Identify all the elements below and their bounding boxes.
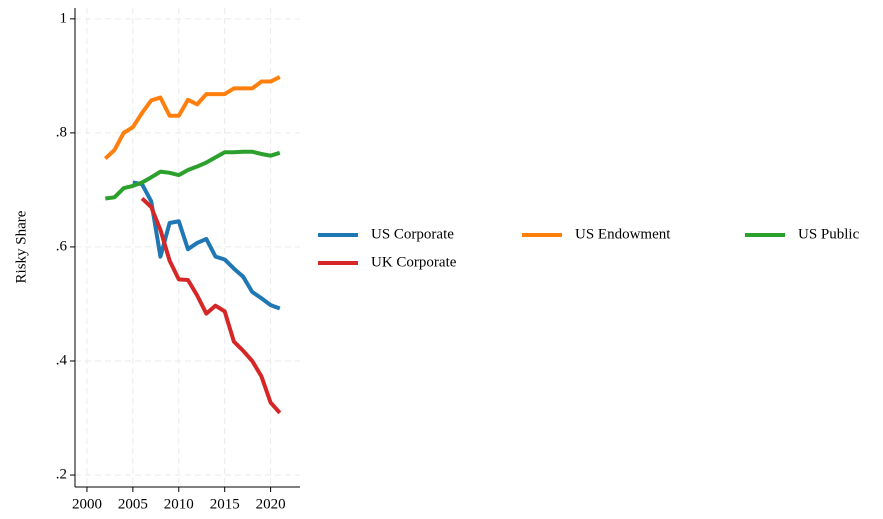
series-line — [105, 149, 281, 201]
y-tick-label: .2 — [56, 466, 67, 482]
y-tick-label: .4 — [56, 352, 68, 368]
y-axis-label: Risky Share — [13, 210, 29, 283]
x-tick-label: 2020 — [256, 496, 286, 512]
legend-label: US Corporate — [371, 226, 454, 242]
x-tick-label: 2010 — [164, 496, 194, 512]
y-tick-label: 1 — [60, 10, 68, 26]
series-line — [140, 196, 282, 415]
series-line — [103, 75, 281, 161]
y-tick-label: .8 — [56, 124, 67, 140]
x-tick-label: 2000 — [72, 496, 102, 512]
legend-label: UK Corporate — [371, 254, 457, 270]
legend-label: US Endowment — [575, 226, 671, 242]
series-line — [132, 180, 281, 311]
legend-label: US Public — [798, 226, 860, 242]
y-tick-label: .6 — [56, 238, 68, 254]
x-tick-label: 2005 — [118, 496, 148, 512]
x-tick-label: 2015 — [210, 496, 240, 512]
